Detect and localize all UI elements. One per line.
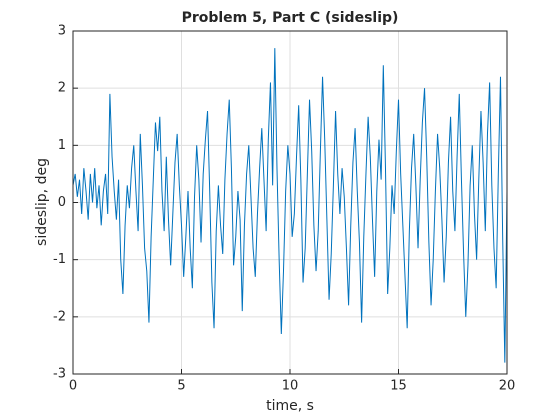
y-tick-label: -3 (53, 367, 66, 382)
x-tick-label: 20 (499, 379, 516, 394)
data-line (72, 48, 508, 363)
x-tick-label: 15 (390, 379, 407, 394)
y-tick-label: 1 (58, 138, 66, 153)
x-axis-label: time, s (266, 398, 314, 414)
y-tick-label: -2 (53, 309, 66, 324)
y-tick-label: 0 (58, 195, 66, 210)
axes-box (72, 30, 508, 375)
x-tick-label: 5 (177, 379, 185, 394)
x-tick-label: 0 (69, 379, 77, 394)
x-tick-label: 10 (282, 379, 299, 394)
y-tick-label: 2 (58, 81, 66, 96)
chart-title: Problem 5, Part C (sideslip) (182, 10, 399, 26)
y-tick-label: -1 (53, 252, 66, 267)
y-tick-label: 3 (58, 24, 66, 39)
y-axis-label: sideslip, deg (34, 158, 50, 246)
